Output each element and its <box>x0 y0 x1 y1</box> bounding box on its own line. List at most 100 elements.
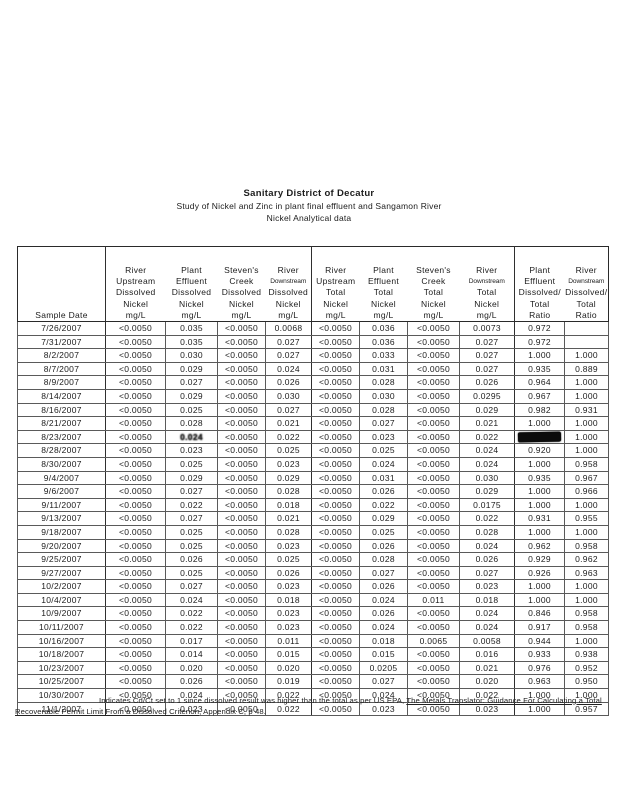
value-cell: <0.0050 <box>407 524 460 540</box>
value-cell: 1.000 <box>564 375 609 390</box>
redaction-mark <box>517 431 562 443</box>
value-cell: <0.0050 <box>105 375 166 390</box>
value-cell: <0.0050 <box>217 443 266 458</box>
value-cell: 0.028 <box>265 484 312 499</box>
value-cell: 0.029 <box>165 361 218 377</box>
value-cell: 1.000 <box>514 592 565 608</box>
value-cell: 0.019 <box>265 674 312 690</box>
value-cell: 0.026 <box>359 538 408 554</box>
value-cell: <0.0050 <box>311 321 360 336</box>
value-cell: 0.027 <box>459 565 515 581</box>
table-row: 10/25/2007 <0.0050 0.026 <0.0050 0.019 <0.005… <box>17 674 609 690</box>
value-cell: 0.022 <box>165 606 218 622</box>
value-cell: 0.0065 <box>407 633 460 649</box>
column-header: River Downstream Total Nickel mg/L <box>459 246 515 322</box>
sample-date-cell: 8/21/2007 <box>17 416 106 431</box>
value-cell: 0.957 <box>564 701 609 717</box>
value-cell: <0.0050 <box>217 470 266 486</box>
value-cell: <0.0050 <box>311 674 360 690</box>
value-cell: <0.0050 <box>407 497 460 513</box>
value-cell: 0.025 <box>165 538 218 554</box>
value-cell: <0.0050 <box>217 375 266 390</box>
value-cell: 1.000 <box>564 633 609 649</box>
value-cell: 0.846 <box>514 606 565 622</box>
column-header: Plant Effluent Dissolved/Total Ratio <box>514 246 565 322</box>
sample-date-cell: 8/23/2007 <box>17 429 106 445</box>
value-cell: <0.0050 <box>311 375 360 390</box>
value-cell: <0.0050 <box>105 633 166 649</box>
value-cell: 0.022 <box>459 429 515 445</box>
value-cell <box>564 334 609 350</box>
sample-date-cell: 10/2/2007 <box>17 579 106 594</box>
value-cell: <0.0050 <box>311 361 360 377</box>
table-row: 8/21/2007 <0.0050 0.028 <0.0050 0.021 <0.0050… <box>17 416 609 431</box>
value-cell: <0.0050 <box>217 484 266 499</box>
value-cell: 0.917 <box>514 620 565 635</box>
value-cell: 0.025 <box>265 552 312 567</box>
value-cell: <0.0050 <box>105 402 166 418</box>
sample-date-cell: 8/7/2007 <box>17 361 106 377</box>
value-cell: 0.028 <box>359 552 408 567</box>
value-cell: <0.0050 <box>105 660 166 676</box>
value-cell: 0.024 <box>165 592 218 608</box>
value-cell: 0.030 <box>265 388 312 404</box>
table-row: 9/18/2007 <0.0050 0.025 <0.0050 0.028 <0.0050… <box>17 524 609 540</box>
value-cell: <0.0050 <box>311 552 360 567</box>
value-cell: 0.955 <box>564 511 609 526</box>
value-cell: <0.0050 <box>105 497 166 513</box>
value-cell: 1.000 <box>514 456 565 472</box>
value-cell: <0.0050 <box>407 552 460 567</box>
value-cell: 0.958 <box>564 456 609 472</box>
value-cell: <0.0050 <box>407 484 460 499</box>
value-cell: 0.023 <box>265 538 312 554</box>
sample-date-cell: 8/30/2007 <box>17 456 106 472</box>
value-cell: <0.0050 <box>407 674 460 690</box>
value-cell: <0.0050 <box>105 511 166 526</box>
column-header: River Upstream Total Nickel mg/L <box>311 246 360 322</box>
value-cell: 0.028 <box>359 375 408 390</box>
value-cell: 0.027 <box>459 361 515 377</box>
value-cell: 0.023 <box>359 429 408 445</box>
value-cell: 0.972 <box>514 334 565 350</box>
value-cell: 0.972 <box>514 321 565 336</box>
value-cell: 0.018 <box>265 592 312 608</box>
value-cell: <0.0050 <box>105 456 166 472</box>
sample-date-cell: 8/2/2007 <box>17 348 106 363</box>
table-row: 9/13/2007 <0.0050 0.027 <0.0050 0.021 <0.0050… <box>17 511 609 526</box>
value-cell: 0.023 <box>165 443 218 458</box>
table-row: 9/27/2007 <0.0050 0.025 <0.0050 0.026 <0.0050… <box>17 565 609 581</box>
value-cell: 0.963 <box>564 565 609 581</box>
page-subtitle-2: Nickel Analytical data <box>266 213 352 223</box>
value-cell: 0.944 <box>514 633 565 649</box>
sample-date-cell: 9/13/2007 <box>17 511 106 526</box>
value-cell: <0.0050 <box>105 565 166 581</box>
value-cell: 0.021 <box>459 660 515 676</box>
sample-date-cell: 9/20/2007 <box>17 538 106 554</box>
value-cell: <0.0050 <box>217 674 266 690</box>
value-cell: 0.0073 <box>459 321 515 336</box>
sample-date-cell: 9/27/2007 <box>17 565 106 581</box>
value-cell: 0.035 <box>165 334 218 350</box>
value-cell: <0.0050 <box>407 606 460 622</box>
value-cell: 0.950 <box>564 674 609 690</box>
sample-date-cell: 10/11/2007 <box>17 620 106 635</box>
value-cell: <0.0050 <box>217 538 266 554</box>
value-cell: <0.0050 <box>105 334 166 350</box>
value-cell: 0.031 <box>359 361 408 377</box>
value-cell: <0.0050 <box>311 484 360 499</box>
column-header: River Downstream Dissolved Nickel mg/L <box>265 246 312 322</box>
value-cell: 0.024 <box>459 620 515 635</box>
value-cell: <0.0050 <box>311 334 360 350</box>
value-cell: 0.962 <box>514 538 565 554</box>
value-cell: 1.000 <box>564 688 609 703</box>
value-cell: 0.024 <box>359 456 408 472</box>
document-title-block: Sanitary District of Decatur Study of Ni… <box>0 188 618 223</box>
value-cell: <0.0050 <box>217 361 266 377</box>
value-cell: <0.0050 <box>217 334 266 350</box>
value-cell: 0.029 <box>459 402 515 418</box>
value-cell: 0.028 <box>265 524 312 540</box>
sample-date-cell: 11/1/2007 <box>17 701 106 717</box>
value-cell: <0.0050 <box>311 647 360 662</box>
value-cell: 0.024 <box>459 443 515 458</box>
value-cell: 0.933 <box>514 647 565 662</box>
